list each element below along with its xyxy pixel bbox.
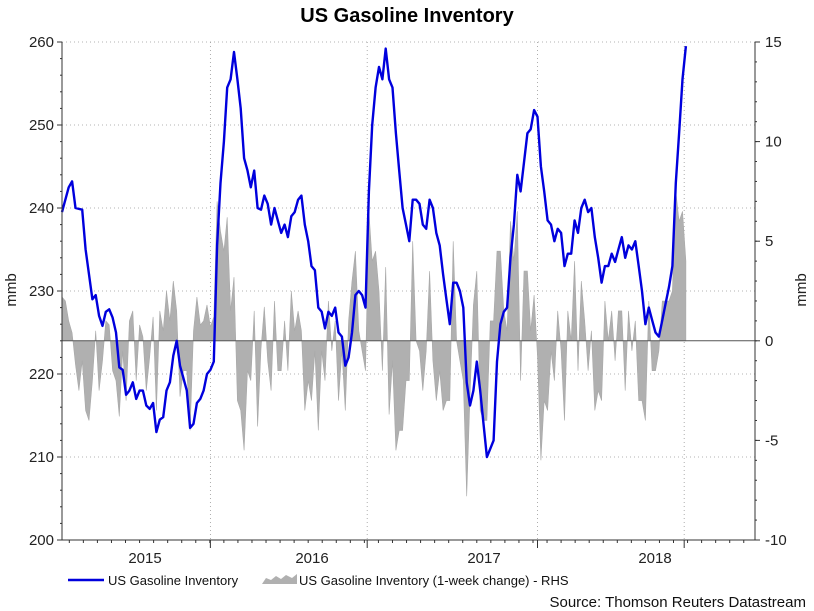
x-tick-label: 2015 bbox=[128, 550, 161, 567]
left-tick-label: 260 bbox=[29, 34, 54, 51]
right-axis-ticks: -10 -5 0 5 10 15 bbox=[755, 34, 787, 549]
left-tick-label: 210 bbox=[29, 449, 54, 466]
right-tick-label: 15 bbox=[765, 34, 782, 51]
left-tick-label: 220 bbox=[29, 366, 54, 383]
right-tick-label: -5 bbox=[765, 432, 778, 449]
change-area-path bbox=[61, 191, 687, 497]
inventory-line-series bbox=[60, 45, 688, 459]
left-axis-label: mmb bbox=[3, 273, 20, 306]
x-tick-label: 2018 bbox=[638, 550, 671, 567]
change-area-series bbox=[61, 191, 687, 497]
inventory-line-path bbox=[60, 45, 688, 459]
left-tick-label: 200 bbox=[29, 532, 54, 549]
right-tick-label: 0 bbox=[765, 333, 773, 350]
left-tick-label: 250 bbox=[29, 117, 54, 134]
legend: US Gasoline Inventory US Gasoline Invent… bbox=[68, 573, 569, 588]
grid-lines bbox=[62, 41, 755, 541]
left-tick-label: 240 bbox=[29, 200, 54, 217]
x-tick-label: 2017 bbox=[467, 550, 500, 567]
source-note: Source: Thomson Reuters Datastream bbox=[549, 594, 806, 611]
right-tick-label: -10 bbox=[765, 532, 787, 549]
left-tick-label: 230 bbox=[29, 283, 54, 300]
x-tick-label: 2016 bbox=[295, 550, 328, 567]
left-axis-ticks: 200 210 220 230 240 250 260 bbox=[29, 34, 62, 549]
right-tick-label: 5 bbox=[765, 233, 773, 250]
right-axis-label: mmb bbox=[793, 273, 810, 306]
legend-area-label: US Gasoline Inventory (1-week change) - … bbox=[299, 573, 569, 588]
axes bbox=[61, 42, 756, 541]
x-axis-ticks: 2015 2016 2017 2018 bbox=[68, 540, 745, 567]
legend-area-swatch bbox=[262, 574, 297, 584]
legend-line-label: US Gasoline Inventory bbox=[108, 573, 239, 588]
chart-title: US Gasoline Inventory bbox=[300, 5, 514, 27]
right-tick-label: 10 bbox=[765, 134, 782, 151]
